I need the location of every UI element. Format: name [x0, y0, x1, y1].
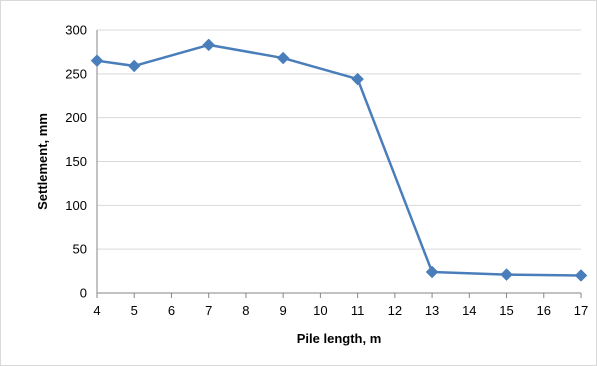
y-tick-label-0: 0	[80, 286, 87, 301]
data-point-5	[127, 59, 141, 73]
axes	[96, 30, 581, 294]
x-tick-label-17: 17	[574, 303, 588, 318]
gridlines	[97, 29, 581, 250]
x-tick-label-16: 16	[537, 303, 551, 318]
x-tick-label-4: 4	[93, 303, 100, 318]
x-tick-label-14: 14	[462, 303, 476, 318]
y-tick-label-300: 300	[65, 23, 87, 38]
data-point-4	[90, 54, 104, 68]
series-line	[96, 43, 582, 277]
y-tick-labels: 0 50 100 150 200 250 300	[65, 23, 87, 301]
y-tick-label-250: 250	[65, 66, 87, 81]
x-tick-label-5: 5	[131, 303, 138, 318]
x-tick-label-7: 7	[205, 303, 212, 318]
y-tick-label-200: 200	[65, 110, 87, 125]
data-point-13	[425, 265, 439, 279]
x-tick-label-9: 9	[280, 303, 287, 318]
data-point-11	[351, 72, 364, 86]
x-tick-labels: 4 5 6 7 8 9 10 11 12 13 14 15 16 17	[93, 293, 588, 318]
y-tick-label-50: 50	[73, 242, 87, 257]
data-point-7	[202, 38, 216, 52]
data-point-15	[500, 268, 513, 281]
y-tick-label-100: 100	[65, 198, 87, 213]
x-tick-label-10: 10	[313, 303, 327, 318]
y-tick-label-150: 150	[65, 154, 87, 169]
x-tick-label-13: 13	[425, 303, 439, 318]
x-tick-label-15: 15	[499, 303, 513, 318]
series-settlement	[90, 38, 588, 282]
x-tick-label-6: 6	[168, 303, 175, 318]
data-point-17	[574, 269, 588, 282]
data-point-9	[276, 51, 290, 65]
y-axis-title: Settlement, mm	[35, 113, 50, 210]
x-tick-label-11: 11	[351, 303, 365, 318]
x-axis-title: Pile length, m	[297, 331, 382, 346]
x-tick-label-8: 8	[242, 303, 249, 318]
x-tick-label-12: 12	[388, 303, 402, 318]
